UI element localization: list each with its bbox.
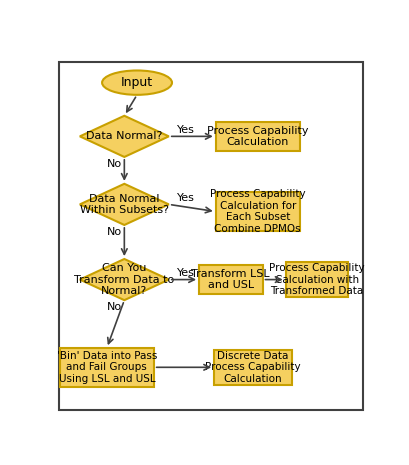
Polygon shape — [80, 116, 169, 157]
Text: No: No — [107, 302, 122, 312]
Text: No: No — [107, 227, 122, 237]
Polygon shape — [80, 259, 169, 300]
FancyBboxPatch shape — [213, 350, 291, 385]
Polygon shape — [80, 184, 169, 225]
Text: Process Capability
Calculation with
Transformed Data: Process Capability Calculation with Tran… — [268, 263, 364, 296]
Text: Yes: Yes — [176, 268, 194, 278]
Text: No: No — [107, 159, 122, 169]
Text: Data Normal?: Data Normal? — [86, 131, 162, 141]
FancyBboxPatch shape — [60, 348, 153, 386]
Text: Transform LSL
and USL: Transform LSL and USL — [191, 269, 270, 290]
Text: Process Capability
Calculation for
Each Subset
Combine DPMOs: Process Capability Calculation for Each … — [209, 189, 305, 234]
Text: Yes: Yes — [176, 125, 194, 135]
Text: Yes: Yes — [176, 193, 194, 203]
Text: Data Normal
Within Subsets?: Data Normal Within Subsets? — [80, 193, 169, 215]
Text: Can You
Transform Data to
Normal?: Can You Transform Data to Normal? — [74, 263, 174, 296]
FancyBboxPatch shape — [198, 265, 262, 294]
FancyBboxPatch shape — [215, 192, 299, 231]
Text: Process Capability
Calculation: Process Capability Calculation — [207, 126, 308, 147]
FancyBboxPatch shape — [285, 262, 347, 297]
FancyBboxPatch shape — [59, 61, 362, 410]
Text: Discrete Data
Process Capability
Calculation: Discrete Data Process Capability Calcula… — [205, 351, 300, 384]
FancyBboxPatch shape — [215, 122, 299, 151]
Text: 'Bin' Data into Pass
and Fail Groups
Using LSL and USL: 'Bin' Data into Pass and Fail Groups Usi… — [56, 351, 157, 384]
Ellipse shape — [102, 71, 172, 95]
Text: Input: Input — [121, 76, 153, 89]
